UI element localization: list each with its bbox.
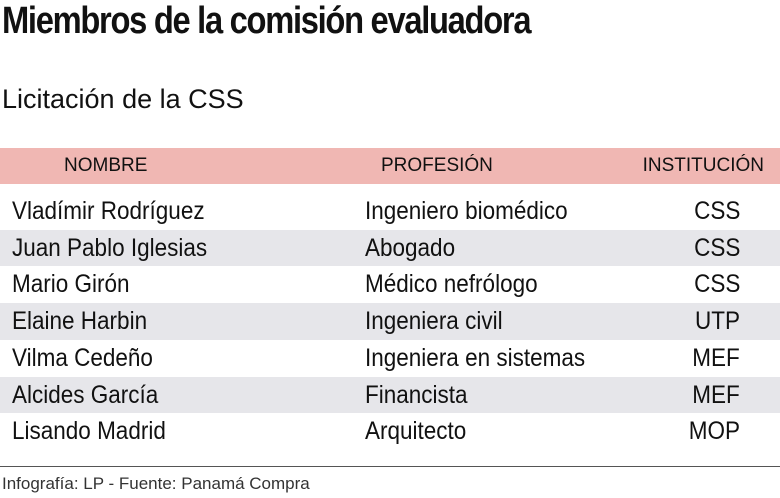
table-cell: Abogado — [365, 233, 456, 262]
subtitle: Licitación de la CSS — [2, 84, 244, 114]
table-cell: Alcides García — [12, 380, 159, 409]
table-cell: Ingeniero biomédico — [365, 197, 568, 225]
table-cell: Mario Girón — [12, 270, 130, 299]
table-cell: Arquitecto — [365, 417, 467, 446]
table-row: Vladímir Rodríguez Ingeniero biomédico CSS — [0, 193, 780, 230]
table-cell: MOP — [688, 417, 740, 446]
divider — [0, 466, 780, 467]
table-row: Juan Pablo Iglesias Abogado CSS — [0, 229, 780, 267]
table-cell: CSS — [693, 197, 740, 225]
table-cell: Ingeniera civil — [365, 307, 503, 336]
column-header: INSTITUCIÓN — [642, 155, 764, 176]
table-cell: Juan Pablo Iglesias — [12, 233, 208, 262]
table-cell: MEF — [692, 343, 740, 372]
table-cell: Ingeniera en sistemas — [365, 343, 586, 372]
table-row: Alcides García Financista MEF — [0, 376, 780, 414]
column-header: PROFESIÓN — [381, 155, 493, 176]
table-cell: Lisando Madrid — [12, 417, 166, 446]
table-row: Mario Girón Médico nefrólogo CSS — [0, 266, 780, 303]
table-cell: Vilma Cedeño — [12, 343, 153, 372]
table-row: Lisando Madrid Arquitecto MOP — [0, 413, 780, 450]
table-row: Elaine Harbin Ingeniera civil UTP — [0, 303, 780, 340]
table-cell: Médico nefrólogo — [365, 270, 538, 299]
table-cell: UTP — [695, 307, 740, 336]
table-cell: CSS — [693, 233, 740, 262]
title: Miembros de la comisión evaluadora — [2, 0, 532, 42]
table-cell: Financista — [365, 380, 468, 409]
source: Infografía: LP - Fuente: Panamá Compra — [2, 474, 310, 493]
table-cell: Vladímir Rodríguez — [12, 197, 205, 225]
column-header: NOMBRE — [64, 155, 148, 176]
table-row: Vilma Cedeño Ingeniera en sistemas MEF — [0, 340, 780, 377]
table-cell: MEF — [692, 380, 740, 409]
table-cell: CSS — [693, 270, 740, 299]
table-cell: Elaine Harbin — [12, 307, 148, 336]
table-header: NOMBRE PROFESIÓN INSTITUCIÓN — [0, 148, 780, 184]
